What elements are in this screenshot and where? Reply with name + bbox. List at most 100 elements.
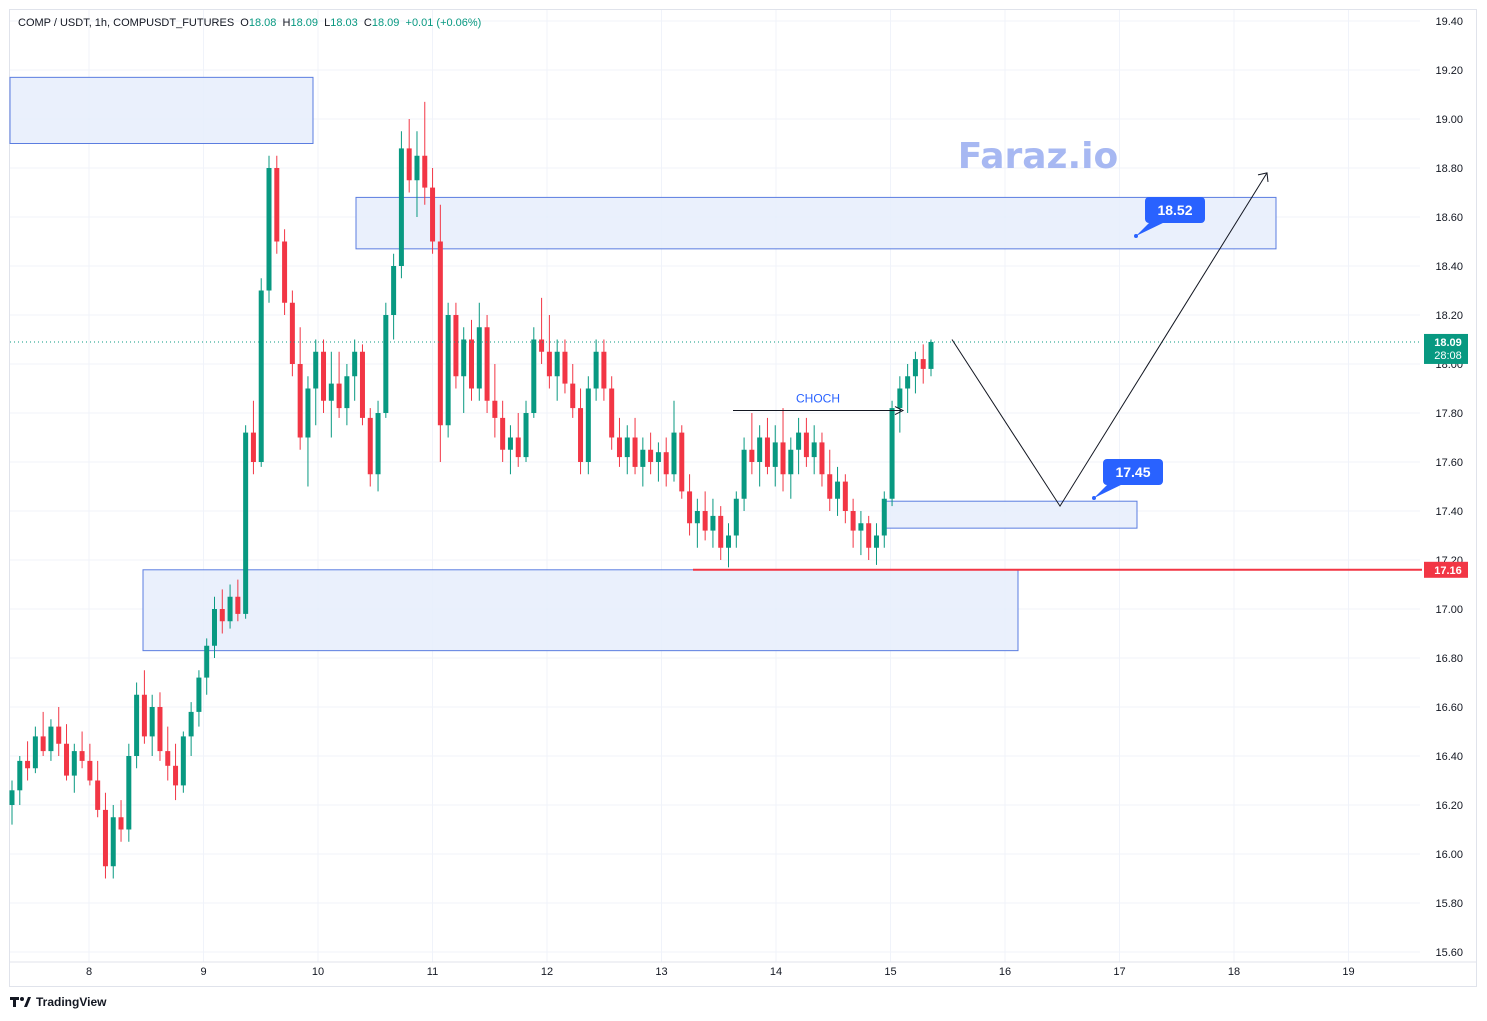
candle-body bbox=[9, 790, 15, 805]
tradingview-logo-icon bbox=[10, 997, 31, 1007]
zone-demand-lower bbox=[142, 569, 1019, 652]
last-price-badge bbox=[1424, 333, 1468, 364]
candle-body bbox=[243, 432, 249, 614]
candle-body bbox=[110, 817, 116, 867]
candle-body bbox=[250, 432, 256, 462]
candle-body bbox=[764, 437, 770, 467]
candle-body bbox=[850, 511, 856, 531]
candle-body bbox=[422, 155, 428, 188]
candle-body bbox=[796, 432, 802, 450]
choch-arrowhead bbox=[894, 406, 905, 415]
candle-body bbox=[25, 760, 31, 769]
candle-body bbox=[905, 376, 911, 389]
callout-target-low-dot bbox=[1092, 496, 1096, 500]
candle-body bbox=[484, 327, 490, 401]
y-tick-label: 16.40 bbox=[1435, 751, 1463, 763]
candle-body bbox=[17, 760, 23, 791]
candle-body bbox=[359, 351, 365, 418]
candle-body bbox=[328, 383, 334, 401]
candle-body bbox=[897, 388, 903, 409]
y-tick-label: 17.00 bbox=[1435, 604, 1463, 616]
price-axis: 19.4019.2019.0018.8018.6018.4018.2018.00… bbox=[1424, 16, 1468, 959]
symbol-header: COMP / USDT, 1h, COMPUSDT_FUTURES O18.08… bbox=[18, 17, 482, 29]
candle-body bbox=[157, 707, 163, 752]
x-tick-label: 17 bbox=[1113, 966, 1125, 978]
candle-body bbox=[32, 736, 38, 769]
candle-body bbox=[336, 383, 342, 409]
candle-body bbox=[873, 535, 879, 548]
candle-body bbox=[492, 400, 498, 418]
tradingview-footer[interactable]: TradingView bbox=[10, 995, 106, 1009]
y-tick-label: 16.80 bbox=[1435, 653, 1463, 665]
candle-body bbox=[726, 535, 732, 548]
candle-body bbox=[102, 809, 108, 867]
candle-body bbox=[694, 511, 700, 524]
candle-body bbox=[609, 388, 615, 438]
zones bbox=[9, 76, 1277, 652]
y-tick-label: 19.20 bbox=[1435, 65, 1463, 77]
x-tick-label: 19 bbox=[1342, 966, 1354, 978]
candle-body bbox=[741, 449, 747, 499]
callout-target-high-label: 18.52 bbox=[1157, 202, 1192, 218]
candle-body bbox=[56, 726, 62, 744]
candle-body bbox=[134, 694, 140, 756]
candle-body bbox=[889, 408, 895, 499]
candle-body bbox=[266, 168, 272, 291]
x-tick-label: 8 bbox=[86, 966, 92, 978]
candle-body bbox=[819, 442, 825, 475]
x-tick-label: 10 bbox=[312, 966, 324, 978]
candle-body bbox=[570, 383, 576, 409]
candle-body bbox=[367, 417, 373, 475]
tradingview-brand: TradingView bbox=[36, 995, 107, 1009]
y-tick-label: 16.60 bbox=[1435, 702, 1463, 714]
candle-body bbox=[344, 376, 350, 409]
candle-body bbox=[578, 408, 584, 462]
candle-body bbox=[258, 290, 264, 462]
candle-body bbox=[149, 707, 155, 737]
candle-body bbox=[912, 359, 918, 377]
candle-body bbox=[196, 677, 202, 712]
candles bbox=[9, 101, 934, 879]
low-value: 18.03 bbox=[330, 17, 358, 29]
candle-body bbox=[710, 515, 716, 531]
high-value: 18.09 bbox=[290, 17, 318, 29]
chart-frame bbox=[9, 9, 1477, 987]
x-tick-label: 12 bbox=[541, 966, 553, 978]
candle-body bbox=[718, 515, 724, 548]
candle-body bbox=[375, 413, 381, 475]
candle-body bbox=[554, 351, 560, 377]
open-value: 18.08 bbox=[248, 17, 277, 29]
candle-body bbox=[406, 148, 412, 181]
candle-body bbox=[87, 760, 93, 781]
candle-body bbox=[430, 187, 436, 242]
y-tick-label: 19.00 bbox=[1435, 114, 1463, 126]
x-tick-label: 13 bbox=[655, 966, 667, 978]
candle-body bbox=[321, 351, 327, 401]
candle-body bbox=[391, 266, 397, 315]
x-tick-label: 9 bbox=[200, 966, 206, 978]
candle-body bbox=[702, 511, 708, 531]
change-value: +0.01 (+0.06%) bbox=[405, 17, 482, 29]
candle-body bbox=[515, 437, 521, 458]
support-label: 17.16 bbox=[1434, 565, 1462, 577]
candle-body bbox=[671, 432, 677, 475]
candle-body bbox=[858, 523, 864, 531]
candle-body bbox=[445, 315, 451, 426]
candle-body bbox=[788, 449, 794, 475]
candle-body bbox=[118, 817, 124, 830]
candle-body bbox=[305, 388, 311, 438]
x-tick-label: 11 bbox=[427, 966, 438, 978]
candle-body bbox=[663, 452, 669, 475]
candle-body bbox=[593, 351, 599, 389]
callout-target-high-box bbox=[1145, 197, 1205, 223]
candle-body bbox=[453, 315, 459, 377]
candle-body bbox=[95, 780, 101, 810]
y-tick-label: 17.60 bbox=[1435, 457, 1463, 469]
y-tick-label: 16.20 bbox=[1435, 800, 1463, 812]
candle-body bbox=[687, 491, 693, 524]
callout-target-low-label: 17.45 bbox=[1115, 464, 1150, 480]
candle-body bbox=[803, 432, 809, 458]
candle-body bbox=[469, 339, 474, 389]
callout-target-high-dot bbox=[1134, 234, 1138, 238]
